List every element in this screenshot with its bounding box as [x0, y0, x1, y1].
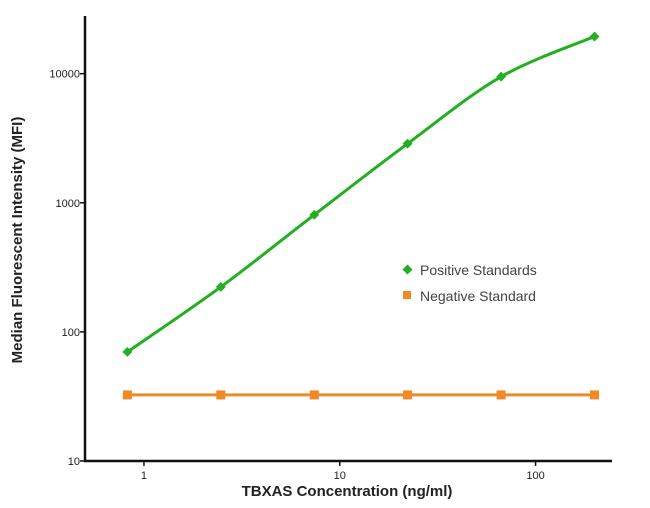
data-point: [402, 138, 413, 149]
data-point: [215, 281, 226, 292]
legend-label-positive: Positive Standards: [420, 262, 537, 278]
data-point: [122, 390, 132, 400]
legend-marker-negative: [403, 291, 411, 299]
series-line-0: [126, 35, 596, 354]
series-layer: [122, 31, 600, 400]
legend-marker-positive: [402, 264, 413, 275]
y-tick-label: 10: [68, 456, 80, 468]
x-tick-label: 100: [526, 470, 544, 482]
data-point: [589, 31, 600, 42]
ticks: 1 10 100 10 100 1000 10000: [49, 69, 544, 482]
y-axis-label: Median Fluorescent Intensity (MFI): [9, 117, 26, 364]
data-point: [496, 390, 506, 400]
legend: Positive Standards Negative Standard: [402, 262, 537, 304]
data-point: [216, 390, 226, 400]
y-tick-label: 1000: [56, 198, 80, 210]
data-point: [403, 390, 413, 400]
x-tick-label: 1: [141, 470, 147, 482]
data-point: [309, 209, 320, 220]
y-tick-label: 10000: [49, 69, 80, 81]
x-axis-label: TBXAS Concentration (ng/ml): [242, 483, 453, 500]
y-tick-label: 100: [62, 327, 80, 339]
legend-label-negative: Negative Standard: [420, 288, 536, 304]
x-tick-label: 10: [334, 470, 346, 482]
data-point: [309, 390, 319, 400]
data-point: [589, 390, 599, 400]
